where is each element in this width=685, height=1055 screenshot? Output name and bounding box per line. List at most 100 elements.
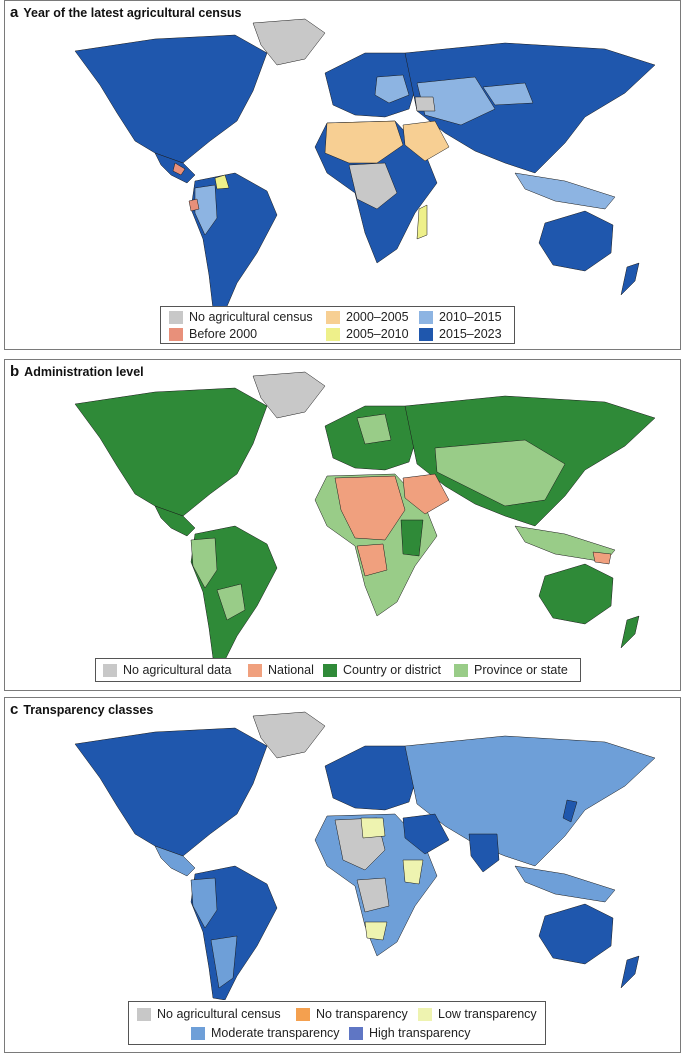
legend-item: Moderate transparency xyxy=(191,1026,340,1040)
panel-letter: a xyxy=(10,4,19,21)
panel-title-text: Administration level xyxy=(24,365,144,379)
legend-label: 2000–2005 xyxy=(346,310,409,324)
panel-title: b Administration level xyxy=(10,363,144,380)
panel-title-text: Transparency classes xyxy=(23,703,154,717)
region-south-america-c xyxy=(216,583,246,621)
legend-item: 2005–2010 xyxy=(326,327,409,341)
legend-label: 2015–2023 xyxy=(439,327,502,341)
panel-title: a Year of the latest agricultural census xyxy=(10,4,241,21)
panel-administration-level: b Administration level No agricultural da… xyxy=(4,359,681,691)
legend-item: National xyxy=(248,663,314,677)
region-asia-west xyxy=(414,96,436,112)
region-africa-libya xyxy=(360,817,386,839)
region-southeast-asia xyxy=(514,172,616,210)
region-central-america xyxy=(154,505,196,537)
region-australia xyxy=(538,563,614,625)
region-africa-east xyxy=(400,519,424,557)
legend: No agricultural data National Country or… xyxy=(95,658,581,682)
region-north-america xyxy=(74,387,268,517)
panel-census-year: a Year of the latest agricultural census … xyxy=(4,0,681,350)
region-greenland xyxy=(252,711,326,759)
region-asia-china xyxy=(434,439,566,507)
region-greenland xyxy=(252,18,326,66)
region-africa-center xyxy=(356,877,390,913)
legend-item: Before 2000 xyxy=(169,327,257,341)
region-asia-japan xyxy=(562,799,578,823)
legend-swatch xyxy=(349,1026,363,1040)
legend-swatch xyxy=(296,1007,310,1021)
region-new-guinea xyxy=(592,551,612,565)
legend-swatch xyxy=(326,327,340,341)
legend-label: Province or state xyxy=(474,663,568,677)
world-map xyxy=(74,18,656,312)
legend-item: 2010–2015 xyxy=(419,310,502,324)
legend-swatch xyxy=(323,663,337,677)
legend-label: 2005–2010 xyxy=(346,327,409,341)
region-asia xyxy=(404,42,656,174)
legend-swatch xyxy=(326,310,340,324)
legend-label: No agricultural census xyxy=(157,1007,281,1021)
legend-item: 2000–2005 xyxy=(326,310,409,324)
region-south-america-c xyxy=(210,935,238,989)
legend-item: 2015–2023 xyxy=(419,327,502,341)
region-asia-middle-east xyxy=(402,813,450,855)
legend-item: Country or district xyxy=(323,663,441,677)
legend-item: Province or state xyxy=(454,663,568,677)
region-africa-north xyxy=(334,475,406,541)
region-europe-b xyxy=(356,413,392,445)
region-europe-b xyxy=(374,74,410,104)
legend-label: 2010–2015 xyxy=(439,310,502,324)
legend-swatch xyxy=(418,1007,432,1021)
region-new-zealand xyxy=(620,262,640,296)
legend-swatch xyxy=(419,310,433,324)
region-africa-center xyxy=(356,543,388,577)
region-north-america xyxy=(74,727,268,857)
legend-label: No agricultural data xyxy=(123,663,232,677)
legend: No agricultural census No transparency L… xyxy=(128,1001,546,1045)
legend-swatch xyxy=(191,1026,205,1040)
panel-letter: c xyxy=(10,701,19,718)
region-north-america xyxy=(74,34,268,164)
region-central-america-b xyxy=(172,162,186,176)
world-map xyxy=(74,371,656,660)
region-new-zealand xyxy=(620,955,640,989)
legend-label: Before 2000 xyxy=(189,327,258,341)
legend-label: No transparency xyxy=(316,1007,408,1021)
region-africa-center xyxy=(348,162,398,210)
region-africa-north xyxy=(324,120,404,164)
region-southeast-asia xyxy=(514,865,616,903)
region-greenland xyxy=(252,371,326,419)
legend-label: Country or district xyxy=(343,663,441,677)
region-asia-mongolia xyxy=(482,82,534,106)
legend-item: No agricultural census xyxy=(137,1007,281,1021)
legend-swatch xyxy=(454,663,468,677)
legend-item: Low transparency xyxy=(418,1007,537,1021)
region-australia xyxy=(538,210,614,272)
panel-transparency-classes: c Transparency classes No agricultural ce… xyxy=(4,697,681,1053)
region-south-america-b xyxy=(190,537,218,589)
region-madagascar xyxy=(416,204,428,240)
region-south-america-d xyxy=(188,198,200,212)
legend-swatch xyxy=(103,663,117,677)
legend-label: Low transparency xyxy=(438,1007,537,1021)
legend-swatch xyxy=(169,327,183,341)
region-asia xyxy=(404,735,656,867)
legend-swatch xyxy=(419,327,433,341)
legend-item: No agricultural census xyxy=(169,310,313,324)
legend: No agricultural census Before 2000 2000–… xyxy=(160,306,515,344)
region-central-america xyxy=(154,845,196,877)
legend-label: No agricultural census xyxy=(189,310,313,324)
region-australia xyxy=(538,903,614,965)
panel-letter: b xyxy=(10,363,20,380)
region-asia-india xyxy=(468,833,500,873)
legend-label: National xyxy=(268,663,314,677)
region-new-zealand xyxy=(620,615,640,649)
region-south-america-b xyxy=(190,877,218,929)
world-map xyxy=(74,711,656,1000)
legend-item: No transparency xyxy=(296,1007,408,1021)
region-asia-middle-east xyxy=(402,120,450,162)
region-asia-middle-east xyxy=(402,473,450,515)
legend-swatch xyxy=(169,310,183,324)
legend-swatch xyxy=(248,663,262,677)
panel-title-text: Year of the latest agricultural census xyxy=(23,6,242,20)
